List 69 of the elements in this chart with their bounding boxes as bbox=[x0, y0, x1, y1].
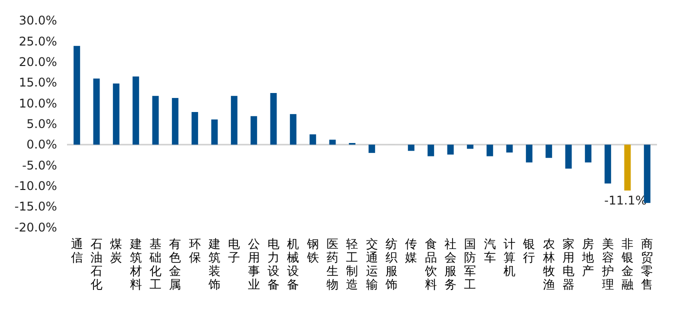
x-tick-label: 农林牧渔 bbox=[542, 237, 555, 292]
bar bbox=[526, 144, 532, 162]
x-tick-label: 房地产 bbox=[581, 237, 594, 278]
x-tick-label: 国防军工 bbox=[464, 237, 476, 292]
x-tick-label: 钢铁 bbox=[306, 237, 319, 264]
x-tick-label: 机械设备 bbox=[287, 237, 300, 292]
x-tick-label: 汽车 bbox=[484, 237, 496, 264]
bar bbox=[310, 134, 316, 145]
bar bbox=[604, 144, 612, 184]
x-tick-label: 有色金属 bbox=[169, 237, 182, 292]
bar bbox=[132, 76, 140, 145]
x-tick-label: 食品饮料 bbox=[424, 237, 437, 292]
bar bbox=[546, 144, 552, 158]
x-tick-label: 环保 bbox=[188, 237, 201, 264]
y-tick-label: -10.0% bbox=[14, 178, 57, 193]
bar bbox=[270, 93, 277, 145]
bar bbox=[250, 116, 258, 145]
x-tick-label: 银行 bbox=[522, 237, 536, 264]
x-tick-label: 医药生物 bbox=[326, 237, 338, 292]
y-tick-label: 25.0% bbox=[18, 34, 57, 48]
x-tick-label: 美容护理 bbox=[600, 237, 614, 292]
bar bbox=[368, 144, 376, 153]
y-tick-label: 30.0% bbox=[18, 14, 57, 28]
bar bbox=[565, 144, 572, 169]
bar bbox=[466, 144, 474, 149]
bar bbox=[428, 144, 434, 156]
x-tick-label: 计算机 bbox=[504, 237, 516, 278]
y-tick-label: -5.0% bbox=[22, 158, 57, 172]
bar bbox=[290, 114, 296, 145]
bar bbox=[486, 144, 494, 156]
bar bbox=[211, 119, 218, 145]
x-tick-label: 建筑装饰 bbox=[208, 237, 220, 292]
x-tick-label: 电子 bbox=[228, 237, 240, 264]
x-tick-label: 商贸零售 bbox=[641, 237, 654, 292]
bar bbox=[329, 140, 336, 145]
x-tick-label: 通信 bbox=[70, 237, 83, 264]
x-tick-label: 非银金融 bbox=[620, 237, 634, 292]
bar bbox=[152, 96, 159, 145]
x-tick-label: 社会服务 bbox=[444, 237, 456, 292]
x-tick-label: 基础化工 bbox=[148, 237, 162, 292]
bar bbox=[408, 144, 414, 151]
y-tick-label: -15.0% bbox=[14, 200, 57, 214]
bar bbox=[230, 96, 238, 145]
x-tick-label: 电力设备 bbox=[268, 237, 280, 292]
bar bbox=[93, 78, 100, 145]
x-tick-label: 公用事业 bbox=[248, 237, 260, 292]
y-tick-label: 0.0% bbox=[26, 138, 57, 152]
x-tick-label: 煤炭 bbox=[110, 237, 122, 264]
y-tick-label: 20.0% bbox=[18, 55, 57, 70]
bar bbox=[624, 144, 631, 191]
x-tick-label: 传媒 bbox=[405, 237, 418, 264]
bar bbox=[74, 46, 80, 145]
x-tick-label: 交通运输 bbox=[366, 237, 378, 292]
y-tick-label: 5.0% bbox=[26, 117, 57, 131]
x-tick-label: 建筑材料 bbox=[128, 237, 142, 292]
x-tick-label: 石油石化 bbox=[90, 237, 102, 292]
x-tick-label: 家用电器 bbox=[562, 237, 574, 292]
bar bbox=[112, 84, 120, 145]
bar bbox=[447, 144, 454, 155]
y-tick-label: 15.0% bbox=[18, 76, 57, 90]
bar bbox=[192, 112, 198, 145]
bar bbox=[172, 98, 178, 145]
y-tick-label: 10.0% bbox=[18, 96, 57, 110]
x-tick-label: 轻工制造 bbox=[346, 237, 358, 292]
y-tick-label: -20.0% bbox=[14, 220, 57, 234]
bar bbox=[506, 144, 513, 153]
data-label: -11.1% bbox=[604, 194, 647, 208]
x-tick-label: 纺织服饰 bbox=[384, 237, 398, 292]
bar bbox=[584, 144, 592, 162]
